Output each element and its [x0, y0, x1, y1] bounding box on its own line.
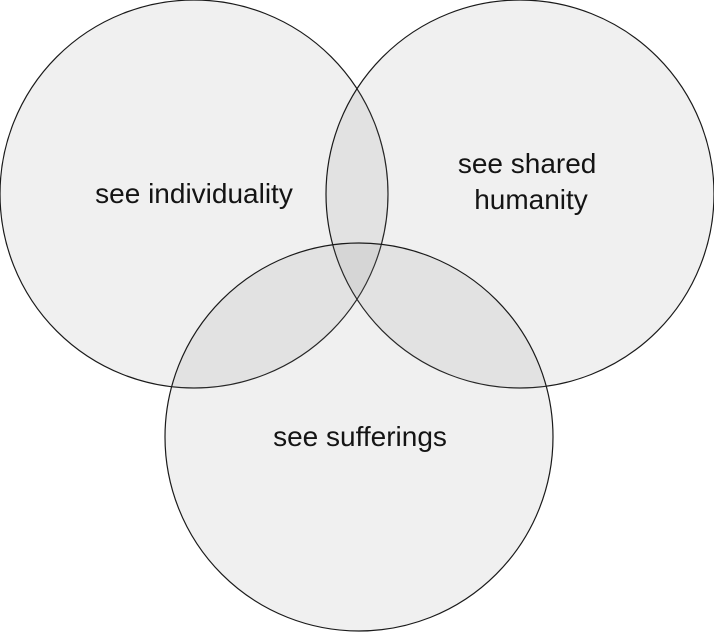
label-shared-humanity-line-1: see shared [458, 148, 597, 179]
label-shared-humanity-line-2: humanity [474, 184, 588, 215]
label-individuality-line-1: see individuality [95, 178, 293, 209]
label-sufferings-line-1: see sufferings [273, 421, 447, 452]
circle-individuality [0, 0, 389, 389]
label-shared-humanity: see shared humanity [458, 148, 604, 215]
circle-shared-humanity [325, 0, 714, 389]
label-sufferings: see sufferings [273, 421, 447, 452]
label-individuality: see individuality [95, 178, 293, 209]
circle-sufferings [164, 242, 554, 632]
